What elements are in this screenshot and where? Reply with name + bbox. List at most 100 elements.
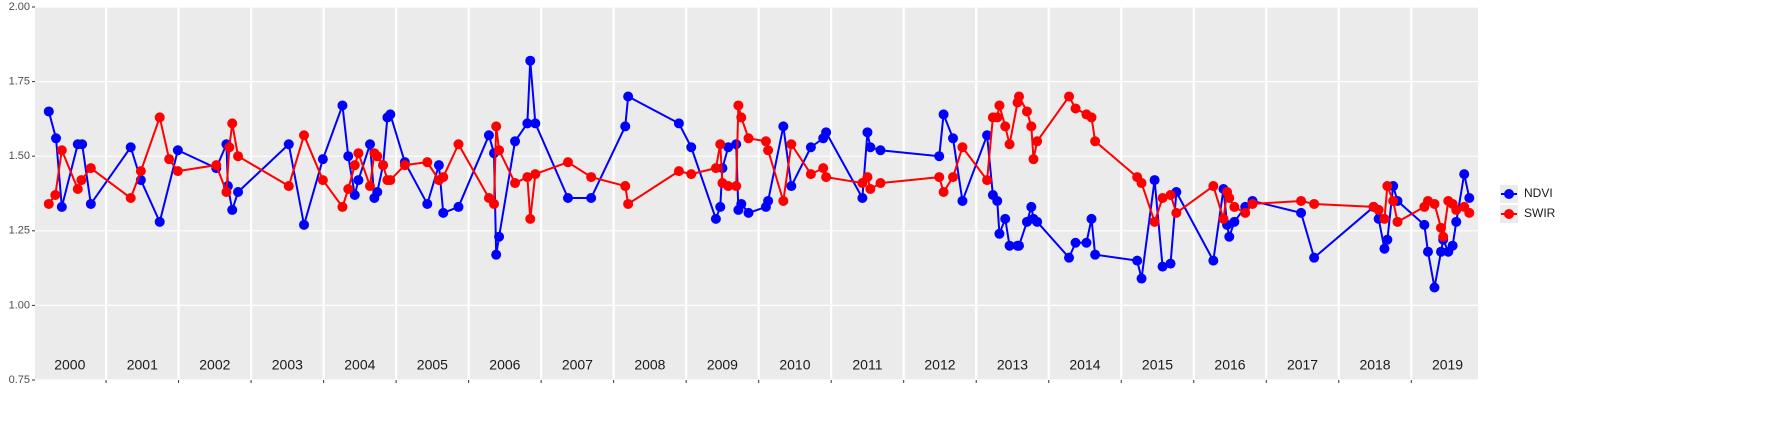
data-point	[50, 189, 61, 200]
data-point	[1028, 154, 1039, 165]
x-tick-label: 2000	[54, 357, 85, 373]
data-point	[1218, 213, 1229, 224]
data-point	[715, 201, 726, 212]
data-point	[1165, 189, 1176, 200]
data-point	[349, 160, 360, 171]
y-tick-label: 1.25	[9, 225, 30, 237]
data-point	[620, 121, 631, 132]
data-point	[1064, 91, 1075, 102]
data-point	[1436, 222, 1447, 233]
data-point	[154, 112, 165, 123]
x-tick-label: 2005	[417, 357, 448, 373]
x-tick-label: 2008	[634, 357, 665, 373]
legend-point	[1504, 189, 1514, 199]
data-point	[743, 207, 754, 218]
x-tick-label: 2015	[1142, 357, 1173, 373]
data-point	[1309, 198, 1320, 209]
data-point	[154, 216, 165, 227]
y-tick-label: 1.75	[9, 76, 30, 88]
data-point	[786, 139, 797, 150]
data-point	[938, 187, 949, 198]
data-point	[422, 198, 433, 209]
x-tick-label: 2002	[199, 357, 230, 373]
data-point	[164, 154, 175, 165]
data-point	[1208, 255, 1219, 266]
legend-point	[1504, 209, 1514, 219]
x-tick-label: 2012	[924, 357, 955, 373]
data-point	[1171, 207, 1182, 218]
data-point	[1382, 234, 1393, 245]
data-point	[957, 142, 968, 153]
data-point	[233, 151, 244, 162]
data-point	[224, 142, 235, 153]
data-point	[992, 112, 1003, 123]
data-point	[433, 160, 444, 171]
data-point	[522, 118, 533, 129]
data-point	[710, 163, 721, 174]
data-point	[1026, 201, 1037, 212]
data-point	[1090, 136, 1101, 147]
data-point	[763, 195, 774, 206]
data-point	[982, 175, 993, 186]
data-point	[1021, 106, 1032, 117]
data-point	[1086, 213, 1097, 224]
x-tick-label: 2006	[489, 357, 520, 373]
data-point	[353, 175, 364, 186]
data-point	[317, 154, 328, 165]
data-point	[43, 106, 54, 117]
data-point	[43, 198, 54, 209]
y-tick-label: 1.50	[9, 150, 30, 162]
data-point	[1379, 213, 1390, 224]
data-point	[1429, 198, 1440, 209]
data-point	[399, 160, 410, 171]
data-point	[525, 55, 536, 66]
data-point	[821, 127, 832, 138]
data-point	[227, 118, 238, 129]
data-point	[1224, 231, 1235, 242]
data-point	[778, 195, 789, 206]
legend-label: SWIR	[1524, 206, 1556, 220]
data-point	[1000, 213, 1011, 224]
data-point	[982, 130, 993, 141]
data-point	[686, 169, 697, 180]
data-point	[1064, 252, 1075, 263]
data-point	[299, 219, 310, 230]
data-point	[378, 160, 389, 171]
data-point	[353, 148, 364, 159]
y-tick-label: 2.00	[9, 1, 30, 13]
data-point	[948, 133, 959, 144]
data-point	[1419, 219, 1430, 230]
data-point	[1429, 282, 1440, 293]
data-point	[957, 195, 968, 206]
data-point	[562, 192, 573, 203]
data-point	[1086, 112, 1097, 123]
x-tick-label: 2013	[997, 357, 1028, 373]
data-point	[453, 201, 464, 212]
data-point	[1004, 139, 1015, 150]
legend-label: NDVI	[1524, 186, 1553, 200]
y-tick-label: 1.00	[9, 299, 30, 311]
data-point	[862, 127, 873, 138]
data-point	[491, 249, 502, 260]
data-point	[1157, 261, 1168, 272]
data-point	[1451, 204, 1462, 215]
data-point	[1208, 181, 1219, 192]
data-point	[483, 130, 494, 141]
data-point	[510, 136, 521, 147]
data-point	[673, 166, 684, 177]
data-point	[862, 172, 873, 183]
data-point	[76, 175, 87, 186]
data-point	[1136, 273, 1147, 284]
data-point	[1309, 252, 1320, 263]
data-point	[865, 184, 876, 195]
data-point	[438, 172, 449, 183]
data-point	[1090, 249, 1101, 260]
data-point	[125, 192, 136, 203]
data-point	[1247, 198, 1258, 209]
x-tick-label: 2016	[1214, 357, 1245, 373]
data-point	[805, 142, 816, 153]
data-point	[211, 160, 222, 171]
data-point	[1451, 216, 1462, 227]
data-point	[227, 204, 238, 215]
